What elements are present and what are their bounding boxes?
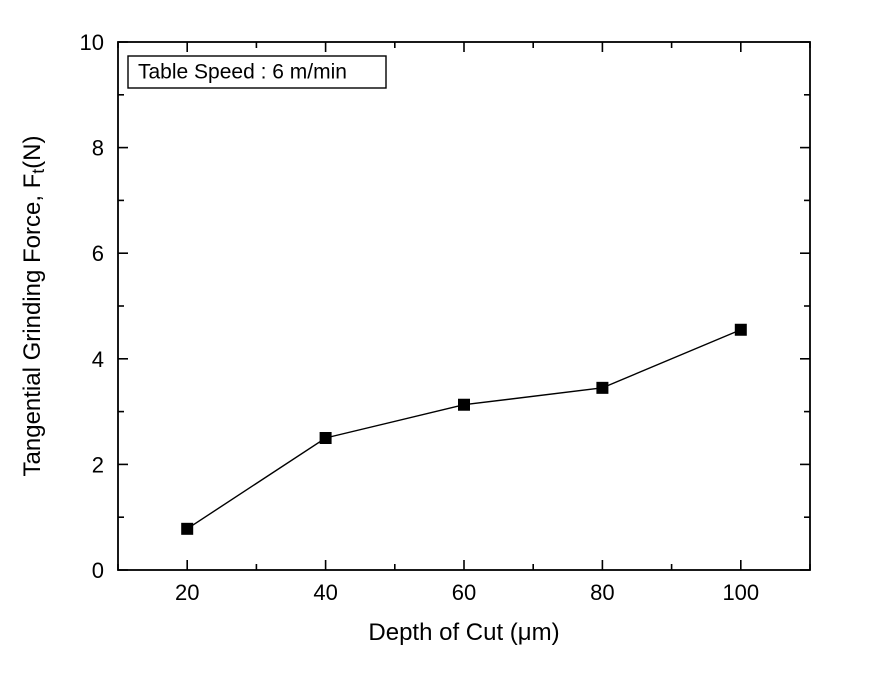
svg-text:6: 6 [92,241,104,266]
svg-text:80: 80 [590,580,614,605]
svg-text:10: 10 [80,30,104,55]
svg-text:20: 20 [175,580,199,605]
svg-text:2: 2 [92,452,104,477]
line-chart: 20 40 60 80 100 0 2 4 6 8 10 Depth of Cut (μm) Tange… [0,0,874,676]
svg-text:60: 60 [452,580,476,605]
svg-text:Depth of Cut (μm): Depth of Cut (μm) [368,619,559,646]
svg-text:4: 4 [92,347,104,372]
svg-text:100: 100 [722,580,759,605]
svg-text:Table Speed : 6 m/min: Table Speed : 6 m/min [138,60,347,83]
svg-text:8: 8 [92,136,104,161]
svg-text:40: 40 [313,580,337,605]
svg-text:Tangential Grinding Force, Ft(: Tangential Grinding Force, Ft(N) [19,136,48,477]
svg-text:0: 0 [92,558,104,583]
chart-container: 20 40 60 80 100 0 2 4 6 8 10 Depth of Cut (μm) Tange… [0,0,874,676]
